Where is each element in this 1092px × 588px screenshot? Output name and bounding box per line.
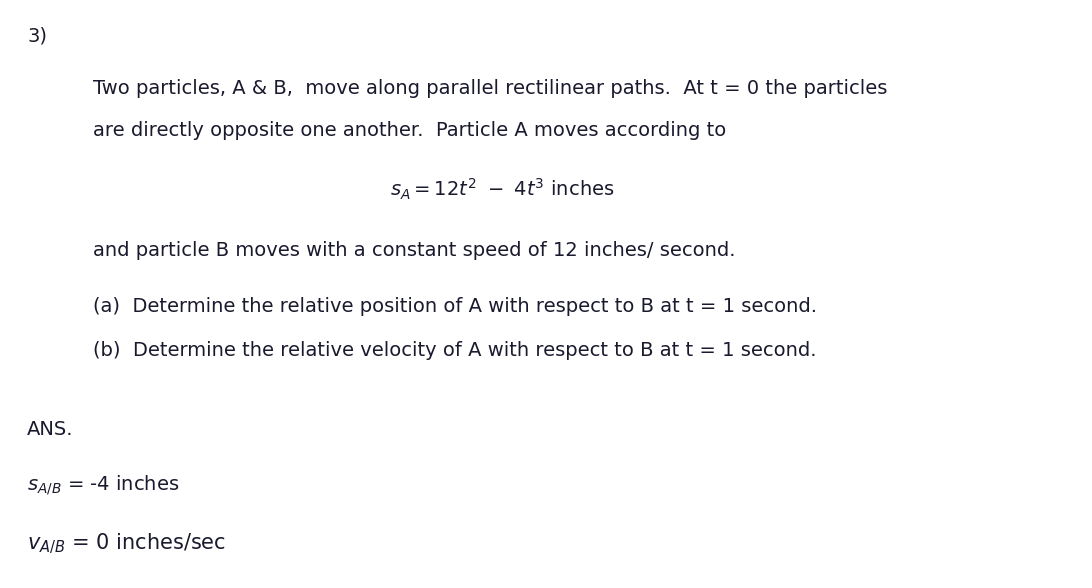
Text: $s_{A/B}$ = -4 inches: $s_{A/B}$ = -4 inches: [27, 473, 180, 497]
Text: $s_A = 12t^2 \mathrm{\ -\ } 4t^3\ \mathrm{inches}$: $s_A = 12t^2 \mathrm{\ -\ } 4t^3\ \mathr…: [390, 176, 615, 202]
Text: and particle B moves with a constant speed of 12 inches/ second.: and particle B moves with a constant spe…: [93, 241, 735, 260]
Text: $v_{A/B}$ = 0 inches/sec: $v_{A/B}$ = 0 inches/sec: [27, 532, 226, 556]
Text: ANS.: ANS.: [27, 420, 74, 439]
Text: Two particles, A & B,  move along parallel rectilinear paths.  At t = 0 the part: Two particles, A & B, move along paralle…: [93, 79, 887, 98]
Text: (a)  Determine the relative position of A with respect to B at t = 1 second.: (a) Determine the relative position of A…: [93, 297, 817, 316]
Text: 3): 3): [27, 26, 47, 45]
Text: are directly opposite one another.  Particle A moves according to: are directly opposite one another. Parti…: [93, 121, 726, 139]
Text: (b)  Determine the relative velocity of A with respect to B at t = 1 second.: (b) Determine the relative velocity of A…: [93, 341, 817, 360]
